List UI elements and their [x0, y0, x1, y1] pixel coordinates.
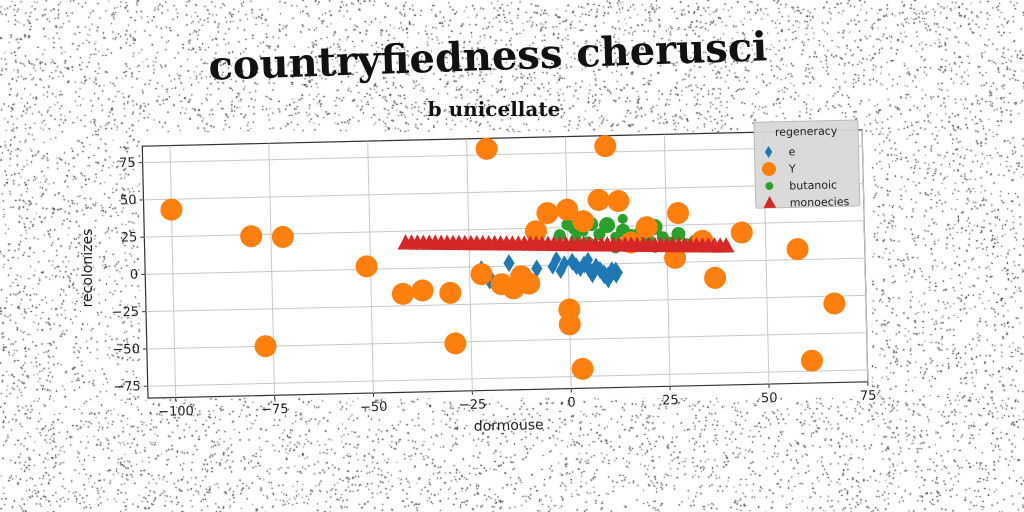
x-tick-label: 0	[567, 395, 576, 410]
point-y	[271, 225, 294, 248]
x-gridline	[466, 138, 473, 391]
x-tick-label: −50	[360, 400, 388, 416]
y-gridline	[142, 145, 863, 164]
point-e	[583, 251, 594, 268]
legend-marker-y	[761, 161, 776, 176]
point-y	[572, 210, 595, 233]
point-y	[411, 279, 434, 302]
y-axis-label: recolonizes	[80, 229, 96, 308]
point-e	[586, 263, 599, 284]
y-tick-label: −25	[111, 305, 139, 321]
point-y	[240, 225, 263, 248]
legend-label: monoecies	[790, 195, 850, 209]
point-y	[594, 135, 617, 158]
y-tick-label: 50	[120, 193, 137, 208]
point-y	[355, 255, 378, 278]
point-y	[635, 216, 658, 239]
point-y	[667, 202, 690, 225]
x-gridline	[169, 145, 177, 398]
legend-label: butanoic	[789, 178, 837, 192]
legend-label: Y	[788, 162, 796, 175]
y-tick-label: −50	[112, 342, 140, 358]
point-y	[558, 313, 581, 336]
y-tick-label: 0	[130, 268, 139, 283]
y-tick-label: 25	[121, 230, 138, 245]
point-y	[587, 188, 610, 211]
point-e	[531, 259, 543, 278]
point-y	[439, 281, 462, 304]
data-marks	[160, 135, 846, 380]
legend-box	[753, 119, 861, 209]
point-e	[559, 255, 570, 272]
point-y	[475, 137, 498, 160]
x-tick-label: 25	[662, 393, 679, 408]
legend-marker-monoecies	[763, 195, 777, 209]
point-butanoic	[553, 229, 566, 242]
point-e	[575, 261, 586, 278]
point-y	[470, 263, 493, 286]
point-y	[391, 282, 414, 305]
point-y	[502, 277, 525, 300]
legend-marker-butanoic	[765, 181, 774, 190]
plot-area: −100 −75 −50 −25 0 25 50 75 −75 −50 −25 0 25 50 75 dor…	[111, 119, 877, 435]
point-y	[800, 349, 823, 372]
point-y	[444, 332, 467, 355]
point-e	[555, 262, 566, 279]
x-tick-label: 50	[761, 391, 778, 406]
point-monoecies	[718, 237, 735, 253]
x-tick-label: 75	[860, 389, 877, 404]
x-tick-label: −100	[158, 404, 194, 420]
point-butanoic	[599, 217, 616, 234]
x-axis-label: dormouse	[474, 417, 544, 435]
point-butanoic	[671, 226, 686, 241]
legend-marker-e	[764, 145, 773, 158]
point-e	[601, 266, 616, 289]
point-y	[571, 357, 594, 380]
point-y	[786, 238, 809, 261]
y-gridline	[146, 294, 866, 313]
x-tick-label: −75	[261, 402, 289, 418]
x-gridline	[861, 129, 869, 382]
y-gridline	[143, 183, 864, 201]
chart-title: b unicellate	[428, 97, 561, 121]
y-gridline	[147, 369, 868, 387]
tick-labels: −100 −75 −50 −25 0 25 50 75 −75 −50 −25 0 25 50 75	[111, 156, 877, 420]
point-y	[607, 190, 630, 213]
point-y	[536, 202, 559, 225]
point-e	[551, 251, 562, 268]
y-tick-label: −75	[113, 379, 141, 395]
point-y	[664, 246, 687, 269]
point-e	[503, 254, 515, 273]
x-gridline	[268, 143, 276, 396]
y-gridline	[145, 257, 866, 275]
y-tick-label: 75	[119, 156, 136, 171]
point-y	[730, 221, 753, 244]
point-y	[704, 266, 727, 289]
point-y	[254, 335, 277, 358]
point-butanoic	[617, 213, 628, 224]
point-y	[160, 198, 183, 221]
x-tick-label: −25	[459, 397, 487, 413]
legend-label: e	[788, 145, 795, 158]
point-e	[609, 261, 623, 284]
point-y	[556, 198, 579, 221]
point-e	[547, 258, 558, 275]
legend-title: regeneracy	[775, 124, 838, 138]
point-y	[823, 292, 846, 315]
chart-suptitle: countryfiedness cherusci	[208, 23, 768, 89]
